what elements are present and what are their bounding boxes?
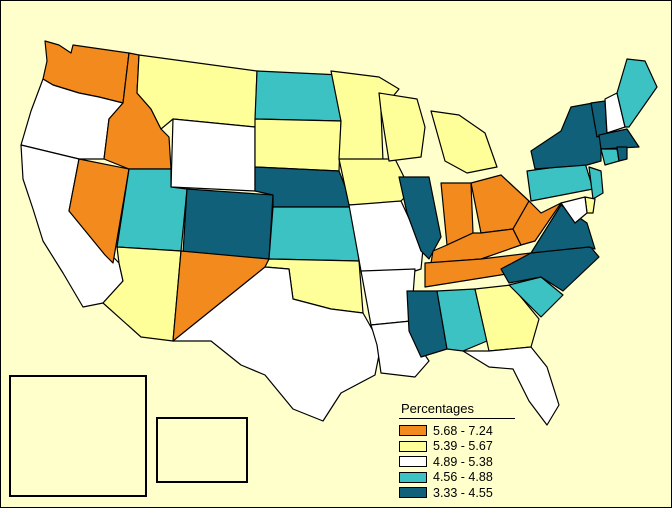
legend-label-4: 4.56 - 4.88 <box>433 470 493 485</box>
legend-swatch-2 <box>399 440 427 452</box>
legend-item-5: 3.33 - 4.55 <box>399 485 515 501</box>
state-mt <box>136 54 258 130</box>
legend-label-5: 3.33 - 4.55 <box>433 485 493 500</box>
legend: Percentages 5.68 - 7.24 5.39 - 5.67 4.89… <box>399 401 515 501</box>
state-nj <box>588 166 604 200</box>
state-me <box>616 58 658 128</box>
legend-swatch-5 <box>399 487 427 499</box>
legend-item-2: 5.39 - 5.67 <box>399 439 515 455</box>
legend-item-3: 4.89 - 5.38 <box>399 454 515 470</box>
state-tx <box>172 266 382 422</box>
state-fl <box>462 346 560 426</box>
state-sd <box>254 118 342 172</box>
state-nv <box>68 158 130 264</box>
alaska-inset-frame <box>9 375 147 497</box>
legend-label-2: 5.39 - 5.67 <box>433 439 493 454</box>
state-ga <box>474 284 540 352</box>
state-sc <box>508 276 564 318</box>
state-co <box>182 188 274 260</box>
state-il <box>398 176 442 260</box>
legend-title: Percentages <box>399 401 515 419</box>
legend-label-3: 4.89 - 5.38 <box>433 454 493 469</box>
state-mi <box>430 110 498 174</box>
state-wi <box>378 92 426 162</box>
state-va <box>530 204 596 254</box>
state-md <box>560 196 588 224</box>
state-ma <box>598 128 640 150</box>
legend-label-1: 5.68 - 7.24 <box>433 423 493 438</box>
legend-item-4: 4.56 - 4.88 <box>399 470 515 486</box>
state-al <box>436 288 488 352</box>
legend-swatch-4 <box>399 471 427 483</box>
state-ri <box>616 146 628 162</box>
hawaii-inset-frame <box>156 417 248 483</box>
state-ct <box>600 148 620 166</box>
legend-swatch-1 <box>399 425 427 437</box>
legend-item-1: 5.68 - 7.24 <box>399 423 515 439</box>
state-wy <box>170 118 256 192</box>
state-ms <box>406 290 448 358</box>
legend-swatch-3 <box>399 456 427 468</box>
state-nd <box>254 70 342 122</box>
state-ks <box>268 206 360 262</box>
state-ny <box>530 102 602 170</box>
